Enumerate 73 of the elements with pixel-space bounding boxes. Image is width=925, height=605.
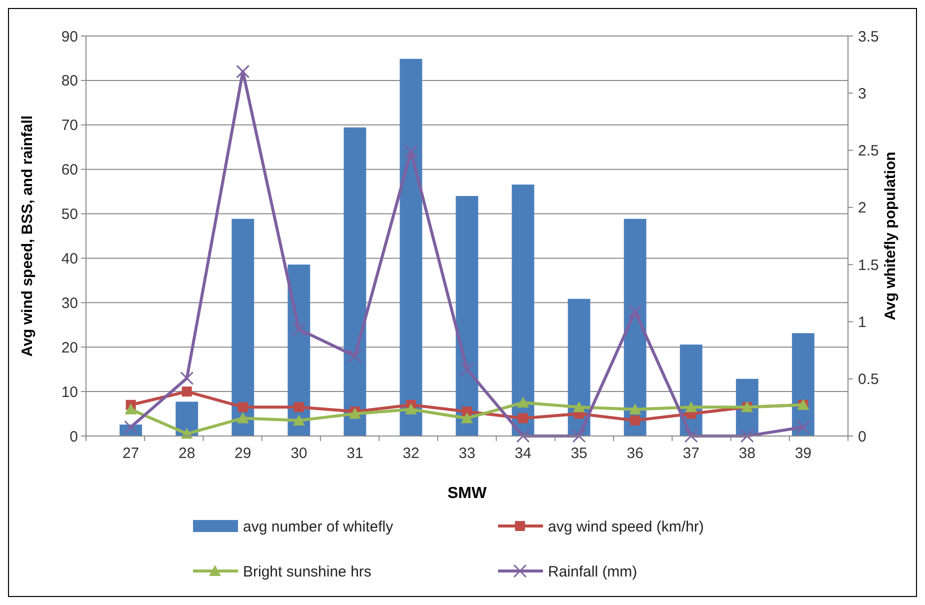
point [628, 304, 642, 318]
y2-tick-label: 1.5 [858, 256, 879, 274]
y-tick-label: 70 [61, 117, 78, 134]
x-tick-label: 30 [290, 445, 308, 462]
point [516, 429, 530, 443]
y-tick-label: 50 [61, 206, 78, 224]
y2-tick-label: 3 [858, 85, 866, 102]
x-tick-label: 28 [178, 445, 196, 462]
point [348, 349, 362, 363]
point [573, 401, 586, 412]
x-tick-label: 27 [122, 445, 140, 462]
point [460, 362, 474, 376]
y2-axis-title: Avg whitefly population [882, 152, 899, 320]
y2-tick-label: 3.5 [858, 28, 879, 46]
legend-label: avg number of whitefly [243, 518, 394, 536]
point [124, 403, 137, 414]
y-tick-label: 40 [61, 250, 78, 268]
x-tick-label: 29 [234, 445, 252, 462]
x-axis-title: SMW [447, 485, 488, 502]
bar [344, 127, 366, 436]
bar [512, 184, 534, 436]
y2-tick-label: 2 [858, 200, 866, 217]
y2-tick-label: 1 [858, 314, 866, 331]
point [182, 386, 192, 397]
bar [232, 218, 254, 436]
point [404, 403, 417, 414]
point [404, 144, 418, 158]
y-tick-label: 60 [61, 162, 78, 179]
point [180, 371, 194, 385]
point [294, 402, 304, 412]
bar [400, 58, 422, 436]
point [180, 428, 193, 439]
x-tick-label: 33 [458, 445, 476, 462]
x-tick-label: 32 [402, 445, 420, 462]
x-tick-label: 38 [738, 445, 756, 462]
x-tick-label: 37 [682, 445, 700, 462]
point [629, 403, 642, 414]
legend-label: Bright sunshine hrs [243, 563, 372, 580]
x-tick-label: 39 [794, 445, 812, 462]
point [740, 429, 754, 443]
y-tick-label: 90 [61, 28, 78, 46]
x-tick-label: 34 [514, 445, 532, 462]
x-tick-label: 31 [346, 445, 364, 462]
point [517, 396, 530, 408]
y-tick-label: 80 [61, 72, 78, 90]
point [796, 420, 810, 434]
y-tick-label: 0 [70, 428, 78, 446]
bar [456, 196, 478, 436]
point [684, 429, 698, 443]
y2-tick-label: 0.5 [858, 371, 879, 388]
point [238, 402, 248, 412]
point [572, 429, 586, 443]
x-tick-label: 35 [570, 445, 588, 462]
bar [792, 333, 814, 436]
point [124, 420, 138, 434]
x-tick-label: 36 [626, 445, 644, 462]
y-tick-label: 20 [61, 339, 78, 356]
y2-tick-label: 2.5 [858, 142, 879, 160]
point [518, 413, 528, 424]
point [292, 322, 306, 336]
y-tick-label: 30 [61, 294, 78, 312]
point [461, 412, 473, 424]
point [236, 412, 249, 424]
point [685, 401, 698, 412]
y2-tick-label: 0 [858, 428, 866, 446]
bar [624, 218, 646, 436]
legend-label: avg wind speed (km/hr) [548, 518, 704, 536]
point [236, 64, 250, 78]
legend-label: Rainfall (mm) [548, 563, 638, 580]
y-tick-label: 10 [61, 384, 78, 401]
point [292, 414, 305, 426]
y-axis-title: Avg wind speed, BSS, and rainfall [19, 115, 36, 357]
point [630, 415, 640, 426]
